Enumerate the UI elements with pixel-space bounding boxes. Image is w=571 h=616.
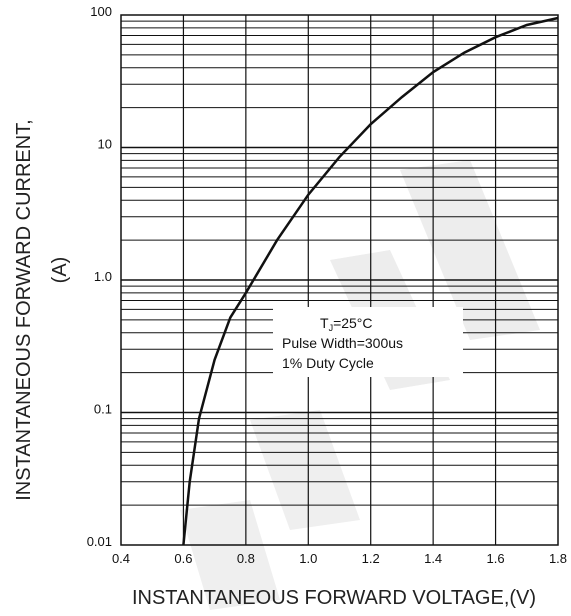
series-line <box>182 16 559 546</box>
annotation-line-2: Pulse Width=300us <box>282 335 403 351</box>
annotation-t: T <box>320 315 329 331</box>
grid <box>121 15 558 545</box>
y-axis-label-line-1: INSTANTANEOUS FORWARD CURRENT, <box>13 119 35 501</box>
y-tick-label: 100 <box>90 4 112 19</box>
x-tick-label: 1.0 <box>299 551 317 566</box>
y-tick-label: 10 <box>98 137 112 152</box>
x-tick-label: 1.2 <box>362 551 380 566</box>
x-axis-label: INSTANTANEOUS FORWARD VOLTAGE,(V) <box>132 587 536 609</box>
annotation-box <box>273 307 463 377</box>
watermark-stroke-4 <box>180 500 280 610</box>
y-tick-labels: 0.01 0.1 1.0 10 100 <box>87 4 112 549</box>
annotation-temperature: =25°C <box>333 315 372 331</box>
watermark <box>180 160 540 610</box>
x-tick-label: 0.4 <box>112 551 130 566</box>
x-tick-labels: 0.4 0.6 0.8 1.0 1.2 1.4 1.6 1.8 <box>112 551 567 566</box>
watermark-stroke-3 <box>250 410 360 530</box>
annotation-j-subscript: J <box>329 323 334 333</box>
y-tick-label: 0.1 <box>94 402 112 417</box>
x-tick-label: 0.8 <box>237 551 255 566</box>
watermark-stroke-2 <box>400 160 540 340</box>
y-tick-label: 1.0 <box>94 269 112 284</box>
annotation-line-1: TJ=25°C <box>320 315 373 333</box>
y-axis-label-line-2: (A) <box>49 257 71 284</box>
plot-frame <box>120 14 559 546</box>
annotation-line-3: 1% Duty Cycle <box>282 355 374 371</box>
x-tick-label: 0.6 <box>174 551 192 566</box>
y-tick-label: 0.01 <box>87 534 112 549</box>
x-tick-label: 1.6 <box>487 551 505 566</box>
x-tick-label: 1.8 <box>549 551 567 566</box>
x-tick-label: 1.4 <box>424 551 442 566</box>
